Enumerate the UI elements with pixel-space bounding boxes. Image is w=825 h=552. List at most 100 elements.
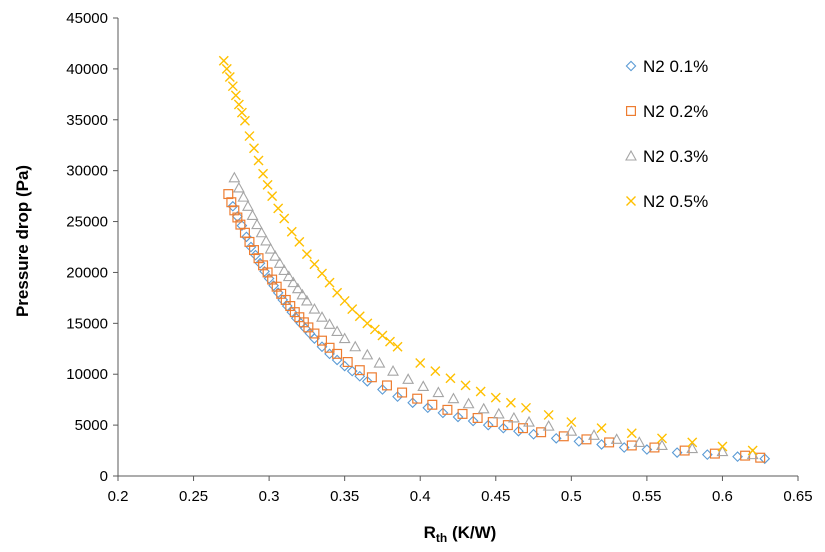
data-point (361, 348, 374, 360)
data-point (536, 427, 547, 438)
data-point (264, 242, 277, 254)
y-tick-label: 0 (100, 468, 108, 485)
data-point (286, 226, 297, 237)
data-point (445, 373, 456, 384)
data-point (291, 282, 304, 294)
data-point (626, 440, 637, 451)
data-point (487, 417, 498, 428)
data-point (229, 205, 240, 216)
legend-marker (626, 196, 636, 206)
data-point (279, 213, 290, 224)
data-point (566, 417, 577, 428)
data-point (472, 412, 483, 423)
data-point (278, 264, 291, 275)
data-point (361, 375, 373, 387)
data-point (339, 360, 351, 372)
data-point (317, 268, 327, 279)
data-point (482, 419, 494, 431)
data-point (301, 249, 312, 260)
data-point (309, 259, 320, 270)
data-point (543, 409, 554, 420)
data-point (542, 419, 555, 431)
data-point (467, 415, 479, 427)
data-point (755, 452, 766, 463)
data-point (517, 423, 528, 434)
y-tick-label: 15000 (66, 315, 108, 332)
data-point (610, 433, 623, 444)
data-point (565, 425, 578, 436)
data-point (369, 324, 380, 335)
x-tick-label: 0.6 (712, 488, 733, 505)
x-tick-label: 0.4 (410, 488, 431, 505)
series-2 (223, 189, 766, 463)
data-series-layer (218, 55, 771, 465)
x-tick-label: 0.5 (561, 488, 582, 505)
data-point (452, 411, 464, 423)
data-point (349, 340, 362, 352)
data-point (475, 386, 486, 397)
data-point (269, 250, 282, 261)
data-point (490, 392, 501, 403)
data-point (232, 212, 243, 223)
data-point (477, 402, 490, 414)
data-point (249, 143, 259, 154)
data-point (317, 335, 328, 346)
data-point (588, 429, 600, 440)
data-point (255, 226, 268, 238)
data-point (397, 387, 408, 398)
data-point (226, 197, 237, 208)
data-point (596, 423, 607, 434)
legend-item: N2 0.5% (626, 192, 708, 211)
x-axis-title-subscript: th (436, 531, 447, 545)
data-point (262, 179, 273, 190)
series-4 (218, 55, 758, 456)
data-point (332, 348, 343, 359)
data-point (218, 55, 229, 66)
data-point (437, 407, 449, 419)
data-point (239, 115, 250, 126)
data-point (505, 397, 516, 408)
data-point (362, 318, 373, 329)
x-tick-label: 0.55 (632, 488, 661, 505)
legend: N2 0.1% N2 0.2% N2 0.3% N2 0.5% (625, 57, 708, 211)
y-tick-label: 30000 (66, 163, 108, 180)
data-point (385, 336, 395, 347)
data-point (246, 209, 259, 220)
data-point (354, 365, 365, 376)
data-point (287, 276, 300, 288)
data-point (377, 384, 388, 395)
data-point (303, 322, 314, 333)
data-point (649, 442, 660, 453)
x-axis: 0.2 0.25 0.3 0.35 0.4 0.45 0.5 0.55 0.6 0.65 (108, 475, 813, 505)
y-tick-label: 40000 (66, 61, 108, 78)
data-point (392, 341, 403, 352)
x-axis-title-main: R (424, 523, 436, 542)
legend-item: N2 0.1% (625, 57, 708, 76)
data-point (377, 330, 388, 341)
data-point (679, 445, 690, 456)
data-point (251, 218, 263, 230)
legend-marker (625, 60, 637, 72)
data-point (392, 391, 403, 402)
data-point (244, 131, 255, 142)
y-axis-title: Pressure drop (Pa) (13, 165, 32, 317)
x-tick-label: 0.35 (330, 488, 359, 505)
data-point (331, 325, 344, 337)
data-point (462, 397, 475, 409)
data-point (232, 181, 245, 193)
data-point (427, 399, 438, 410)
data-point (300, 294, 313, 306)
data-point (709, 448, 720, 459)
data-point (296, 288, 309, 300)
data-point (366, 372, 377, 383)
legend-label: N2 0.3% (643, 147, 708, 166)
plot-area (118, 18, 798, 476)
data-point (260, 234, 273, 246)
data-point (402, 373, 415, 384)
series-3 (228, 171, 759, 460)
data-point (686, 442, 699, 454)
y-tick-label: 10000 (66, 366, 108, 383)
x-tick-label: 0.2 (108, 488, 129, 505)
legend-item: N2 0.3% (625, 147, 708, 166)
data-point (227, 81, 238, 92)
